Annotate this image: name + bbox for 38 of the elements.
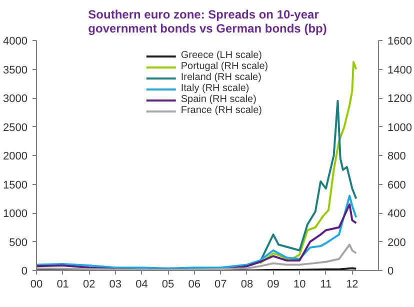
- x-tick-label: 11: [320, 278, 332, 290]
- x-tick-label: 00: [30, 278, 43, 290]
- y2-tick-label: 600: [388, 179, 406, 192]
- x-tick-label: 02: [83, 278, 96, 290]
- x-tick-label: 03: [109, 278, 122, 290]
- y2-tick-label: 1000: [388, 122, 412, 134]
- y2-tick-label: 200: [388, 236, 406, 249]
- y2-tick-label: 1400: [388, 64, 412, 76]
- x-tick-label: 05: [162, 278, 174, 290]
- y-tick-label: 4000: [3, 36, 28, 48]
- legend-label: Spain (RH scale): [180, 94, 256, 105]
- y-tick-label: 3500: [3, 64, 28, 76]
- x-tick-label: 08: [240, 278, 254, 290]
- chart-title: Southern euro zone: Spreads on 10-year government bonds vs German bonds (bp): [88, 8, 327, 36]
- x-tick-label: 10: [293, 278, 306, 290]
- y2-tick-label: 0: [388, 266, 394, 278]
- y2-tick-label: 1200: [388, 93, 412, 105]
- y-tick-label: 2000: [3, 150, 28, 162]
- y2-tick-label: 1600: [388, 36, 412, 48]
- legend-label: France (RH scale): [180, 105, 262, 116]
- y-tick-label: 3000: [3, 93, 28, 105]
- legend-label: Greece (LH scale): [180, 50, 262, 61]
- y2-tick-label: 400: [388, 208, 406, 220]
- x-tick-label: 09: [267, 278, 280, 290]
- y-tick-label: 1000: [3, 208, 28, 220]
- y2-tick-label: 800: [388, 150, 406, 162]
- x-tick-label: 04: [136, 278, 148, 290]
- y-tick-label: 500: [9, 236, 28, 249]
- legend-label: Portugal (RH scale): [180, 61, 268, 72]
- legend-label: Ireland (RH scale): [180, 72, 262, 83]
- x-tick-label: 12: [346, 278, 358, 290]
- y-tick-label: 2500: [3, 122, 28, 134]
- x-tick-label: 01: [56, 278, 69, 290]
- y-tick-label: 1500: [3, 179, 28, 192]
- y-tick-label: 0: [21, 266, 28, 278]
- x-tick-label: 06: [188, 278, 200, 290]
- legend-label: Italy (RH scale): [180, 83, 250, 94]
- x-tick-label: 07: [214, 278, 227, 290]
